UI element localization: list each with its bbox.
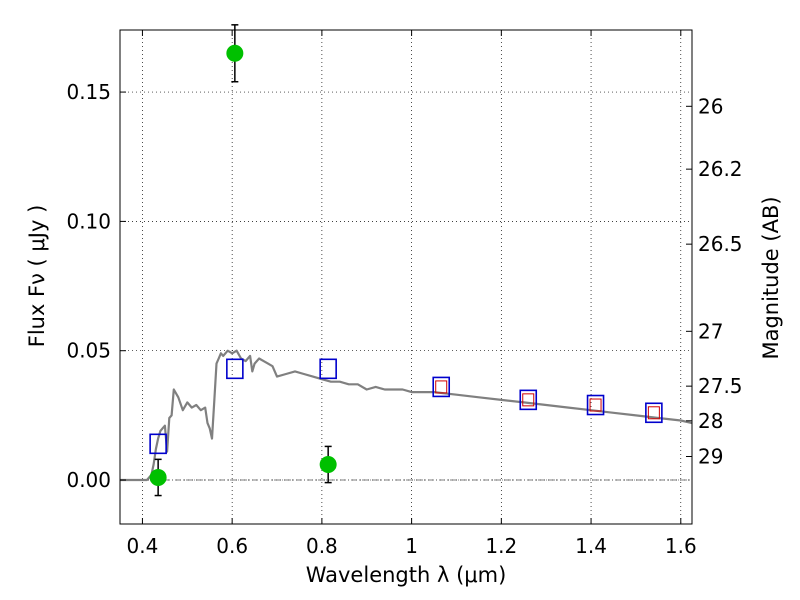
photometry-square-marker <box>226 358 244 380</box>
x-axis-label: Wavelength λ (μm) <box>306 563 507 587</box>
measured-circle-marker <box>226 44 244 62</box>
right-tick-label: 27 <box>698 319 723 343</box>
x-tick-label: 0.6 <box>216 534 248 558</box>
ticks: 0.4 0.6 0.8 1 1.2 1.4 1.6 0.00 0.05 0.10 0.15 26 26.… <box>66 30 743 558</box>
y-tick-label: 0.00 <box>66 468 111 492</box>
series-layer <box>120 24 693 497</box>
photometry-square-marker <box>149 433 167 455</box>
x-tick-label: 1.4 <box>575 534 607 558</box>
right-tick-label: 28 <box>698 409 723 433</box>
photometry-inner-square-marker <box>435 380 448 394</box>
plot-frame <box>119 29 693 525</box>
x-tick-label: 1 <box>405 534 418 558</box>
right-tick-label: 26.5 <box>698 232 743 256</box>
photometry-inner-square-marker <box>647 406 660 420</box>
photometry-square-marker <box>432 376 451 398</box>
x-tick-label: 0.4 <box>127 534 159 558</box>
measured-circle-marker <box>319 456 337 474</box>
x-tick-label: 1.6 <box>665 534 697 558</box>
y-axis-label: Flux Fν ( μJy ) <box>25 205 49 348</box>
right-tick-label: 26.2 <box>698 157 743 181</box>
right-axis-label: Magnitude (AB) <box>759 196 783 359</box>
x-tick-label: 0.8 <box>306 534 338 558</box>
x-tick-label: 1.2 <box>485 534 517 558</box>
y-tick-label: 0.15 <box>66 80 111 104</box>
photometry-square-marker <box>319 358 337 380</box>
right-tick-label: 26 <box>698 94 723 118</box>
photometry-square-marker <box>519 389 538 411</box>
y-tick-label: 0.05 <box>66 339 111 363</box>
right-tick-label: 27.5 <box>698 374 743 398</box>
photometry-square-marker <box>586 394 605 416</box>
y-tick-label: 0.10 <box>66 209 111 233</box>
measured-circle-marker <box>149 468 167 486</box>
photometry-inner-square-marker <box>589 398 602 412</box>
photometry-square-marker <box>645 402 663 424</box>
right-tick-label: 29 <box>698 444 723 468</box>
photometry-inner-square-marker <box>522 393 535 407</box>
